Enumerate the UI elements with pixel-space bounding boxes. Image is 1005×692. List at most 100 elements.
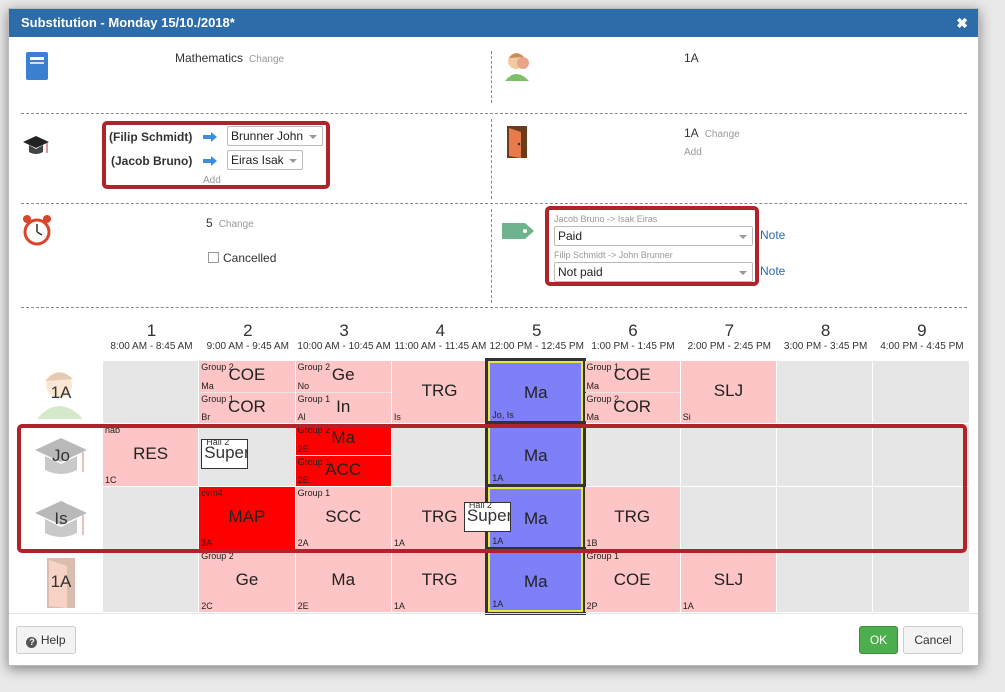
- timetable-cell[interactable]: [873, 424, 970, 487]
- teacher-select-2[interactable]: Eiras Isak: [227, 150, 303, 170]
- period-header: 7 2:00 PM - 2:45 PM: [681, 319, 778, 352]
- lesson-subject: COR: [228, 396, 266, 416]
- lesson-block[interactable]: MAP cvm4 3A: [199, 487, 295, 549]
- lesson-block[interactable]: TRG Is: [391, 361, 488, 423]
- door-icon: [507, 126, 527, 158]
- lesson-room: No: [297, 380, 310, 391]
- lesson-room: 2E: [297, 475, 309, 485]
- class-value: 1A: [684, 51, 699, 65]
- lesson-block[interactable]: Ma Group 2 2E: [295, 424, 391, 455]
- payment-select-1[interactable]: Paid: [554, 226, 753, 246]
- timetable-cell[interactable]: [680, 487, 778, 550]
- period-header: 8 3:00 PM - 3:45 PM: [777, 319, 874, 352]
- timetable-cell[interactable]: [777, 361, 874, 424]
- lesson-subject: TRG: [421, 381, 458, 400]
- period-header: 1 8:00 AM - 8:45 AM: [103, 319, 200, 352]
- teacher-from-2: (Jacob Bruno): [111, 154, 193, 168]
- lesson-block[interactable]: COE Group 1 Ma: [584, 361, 680, 392]
- period-change-link[interactable]: Change: [218, 219, 254, 230]
- lesson-room: Br: [201, 412, 211, 422]
- lesson-room: Al: [297, 412, 306, 422]
- subject-change-link[interactable]: Change: [249, 54, 285, 65]
- cancelled-checkbox[interactable]: [208, 252, 219, 263]
- row-label: Jo: [52, 445, 70, 465]
- room-field: 1A Change: [684, 126, 740, 140]
- payment-select-2[interactable]: Not paid: [554, 262, 753, 282]
- cancelled-checkbox-row[interactable]: Cancelled: [208, 251, 276, 265]
- lesson-block[interactable]: TRG 1A: [391, 487, 488, 549]
- period-time: 12:00 PM - 12:45 PM: [489, 341, 584, 352]
- lesson-group: Group 1: [297, 393, 331, 404]
- lesson-room: Ma: [201, 380, 214, 391]
- close-icon[interactable]: ✖: [956, 15, 968, 31]
- lesson-room: 2P: [586, 601, 598, 611]
- ok-button[interactable]: OK: [859, 626, 898, 654]
- teacher-select-1-value: Brunner John: [231, 129, 304, 143]
- lesson-block[interactable]: ACC Group 1 2E: [295, 455, 391, 486]
- teachers-add-link[interactable]: Add: [203, 175, 221, 186]
- period-header: 3 10:00 AM - 10:45 AM: [296, 319, 393, 352]
- lesson-block[interactable]: Ge Group 2 2C: [199, 550, 295, 612]
- cancel-button[interactable]: Cancel: [903, 626, 963, 654]
- supervision-block[interactable]: Hall 2 Super: [201, 439, 249, 469]
- timetable-cell[interactable]: [103, 487, 200, 550]
- lesson-subject: TRG: [421, 507, 458, 526]
- lesson-block[interactable]: COR Group 1 Br: [199, 392, 295, 423]
- payment-note-link-2[interactable]: Note: [760, 264, 786, 278]
- timetable-cell[interactable]: [777, 424, 874, 487]
- lesson-block[interactable]: COE Group 2 Ma: [199, 361, 295, 392]
- lesson-group: Group 2: [297, 425, 331, 435]
- lesson-block[interactable]: In Group 1 Al: [295, 392, 391, 423]
- timetable-cell[interactable]: [873, 361, 970, 424]
- lesson-block[interactable]: TRG 1B: [584, 487, 680, 549]
- row-label: 1A: [50, 382, 72, 402]
- teacher-select-1[interactable]: Brunner John: [227, 126, 323, 146]
- timetable-cell[interactable]: [873, 550, 970, 613]
- room-add-link[interactable]: Add: [684, 147, 702, 158]
- lesson-block[interactable]: Ge Group 2 No: [295, 361, 391, 392]
- lesson-subject: MAP: [228, 507, 266, 526]
- lesson-block[interactable]: SLJ 1A: [680, 550, 777, 612]
- timetable-cell[interactable]: [777, 550, 874, 613]
- lesson-subject: Ma: [524, 572, 548, 591]
- lesson-group: Group 2: [201, 551, 234, 561]
- lesson-block[interactable]: Ma Jo, Is: [485, 358, 587, 426]
- lesson-block[interactable]: COE Group 1 2P: [584, 550, 680, 612]
- timetable-cell[interactable]: [103, 550, 200, 613]
- timetable-cell[interactable]: [103, 361, 200, 424]
- student-icon: [31, 367, 91, 419]
- lesson-room: 2A: [297, 538, 309, 548]
- help-button[interactable]: ? Help: [16, 626, 76, 654]
- supervision-block[interactable]: Hall 2 Super: [463, 502, 511, 532]
- period-time: 10:00 AM - 10:45 AM: [297, 341, 391, 352]
- period-time: 11:00 AM - 11:45 AM: [394, 341, 487, 352]
- lesson-block[interactable]: SLJ Si: [680, 361, 777, 423]
- lesson-subject: COR: [613, 396, 652, 416]
- timetable-cell[interactable]: [584, 424, 681, 487]
- period-time: 8:00 AM - 8:45 AM: [110, 341, 193, 352]
- lesson-block[interactable]: COR Group 2 Ma: [584, 392, 680, 423]
- lesson-subject: RES: [133, 444, 169, 463]
- lesson-room: Ma: [586, 412, 600, 422]
- lesson-block[interactable]: SCC Group 1 2A: [295, 487, 391, 549]
- payment-note-link-1[interactable]: Note: [760, 228, 786, 242]
- row-header: Jo: [21, 424, 103, 487]
- timetable-cell[interactable]: [680, 424, 778, 487]
- lesson-group: nab: [105, 425, 121, 435]
- lesson-room: 1A: [492, 536, 504, 546]
- dialog-title: Substitution - Monday 15/10./2018*: [21, 15, 235, 30]
- lesson-block[interactable]: RES nab 1C: [103, 424, 199, 486]
- graduation-cap-icon: [31, 493, 91, 545]
- timetable-cell[interactable]: [391, 424, 489, 487]
- row-header: Is: [21, 487, 103, 550]
- lesson-room: 1A: [492, 473, 504, 483]
- lesson-subject: SLJ: [713, 570, 744, 589]
- room-change-link[interactable]: Change: [704, 129, 740, 140]
- lesson-block[interactable]: Ma 1A: [485, 421, 587, 489]
- period-header: 4 11:00 AM - 11:45 AM: [392, 319, 489, 352]
- supervision-hall: Hall 2: [206, 439, 230, 447]
- lesson-block[interactable]: TRG 1A: [391, 550, 488, 612]
- timetable-cell[interactable]: [873, 487, 970, 550]
- lesson-block[interactable]: Ma 1A: [485, 547, 587, 615]
- lesson-block[interactable]: Ma 2E: [295, 550, 391, 612]
